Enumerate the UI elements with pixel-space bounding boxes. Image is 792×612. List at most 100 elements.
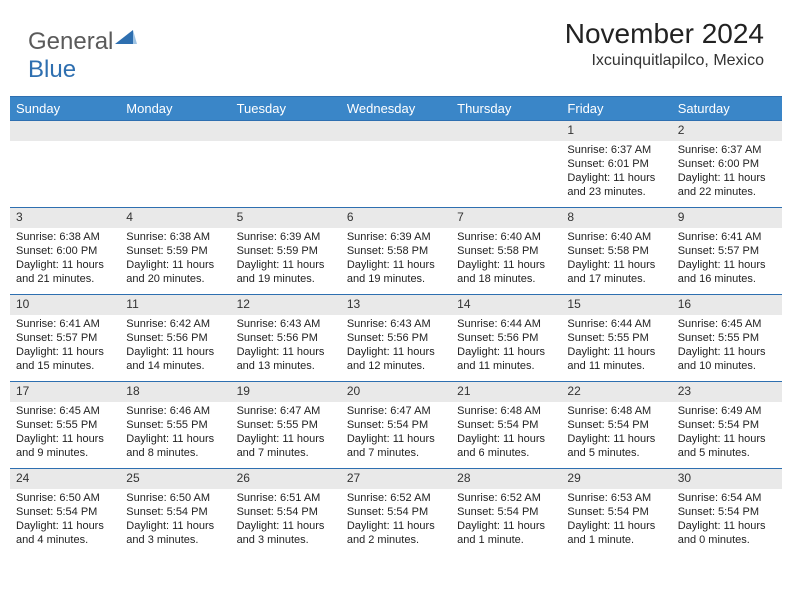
sunset-line: Sunset: 5:54 PM xyxy=(237,505,335,519)
daylight-line: Daylight: 11 hours and 7 minutes. xyxy=(237,432,335,461)
cell-body: Sunrise: 6:38 AMSunset: 5:59 PMDaylight:… xyxy=(120,228,230,291)
daylight-line: Daylight: 11 hours and 11 minutes. xyxy=(457,345,555,374)
calendar-cell xyxy=(341,120,451,207)
calendar-cell: 26Sunrise: 6:51 AMSunset: 5:54 PMDayligh… xyxy=(231,468,341,555)
day-number xyxy=(120,121,230,141)
day-number: 6 xyxy=(341,208,451,228)
sunset-line: Sunset: 5:57 PM xyxy=(16,331,114,345)
daylight-line: Daylight: 11 hours and 19 minutes. xyxy=(237,258,335,287)
sunrise-line: Sunrise: 6:39 AM xyxy=(237,230,335,244)
daylight-line: Daylight: 11 hours and 4 minutes. xyxy=(16,519,114,548)
sunset-line: Sunset: 5:56 PM xyxy=(237,331,335,345)
cell-body: Sunrise: 6:38 AMSunset: 6:00 PMDaylight:… xyxy=(10,228,120,291)
day-number: 28 xyxy=(451,469,561,489)
day-number: 2 xyxy=(672,121,782,141)
sunset-line: Sunset: 5:54 PM xyxy=(457,418,555,432)
calendar-cell: 11Sunrise: 6:42 AMSunset: 5:56 PMDayligh… xyxy=(120,294,230,381)
sunset-line: Sunset: 5:55 PM xyxy=(567,331,665,345)
daylight-line: Daylight: 11 hours and 18 minutes. xyxy=(457,258,555,287)
sunset-line: Sunset: 5:55 PM xyxy=(16,418,114,432)
logo-word-2: Blue xyxy=(28,56,76,83)
sunset-line: Sunset: 5:54 PM xyxy=(457,505,555,519)
day-number: 4 xyxy=(120,208,230,228)
daylight-line: Daylight: 11 hours and 20 minutes. xyxy=(126,258,224,287)
sunset-line: Sunset: 5:56 PM xyxy=(457,331,555,345)
cell-body: Sunrise: 6:47 AMSunset: 5:55 PMDaylight:… xyxy=(231,402,341,465)
calendar-cell: 4Sunrise: 6:38 AMSunset: 5:59 PMDaylight… xyxy=(120,207,230,294)
daylight-line: Daylight: 11 hours and 22 minutes. xyxy=(678,171,776,200)
day-number: 21 xyxy=(451,382,561,402)
calendar-cell: 29Sunrise: 6:53 AMSunset: 5:54 PMDayligh… xyxy=(561,468,671,555)
calendar-cell: 27Sunrise: 6:52 AMSunset: 5:54 PMDayligh… xyxy=(341,468,451,555)
daylight-line: Daylight: 11 hours and 16 minutes. xyxy=(678,258,776,287)
sunrise-line: Sunrise: 6:40 AM xyxy=(457,230,555,244)
calendar-cell: 23Sunrise: 6:49 AMSunset: 5:54 PMDayligh… xyxy=(672,381,782,468)
calendar-cell: 17Sunrise: 6:45 AMSunset: 5:55 PMDayligh… xyxy=(10,381,120,468)
sunrise-line: Sunrise: 6:40 AM xyxy=(567,230,665,244)
sunrise-line: Sunrise: 6:52 AM xyxy=(347,491,445,505)
cell-body: Sunrise: 6:45 AMSunset: 5:55 PMDaylight:… xyxy=(672,315,782,378)
daylight-line: Daylight: 11 hours and 3 minutes. xyxy=(126,519,224,548)
cell-body: Sunrise: 6:48 AMSunset: 5:54 PMDaylight:… xyxy=(451,402,561,465)
calendar-cell: 18Sunrise: 6:46 AMSunset: 5:55 PMDayligh… xyxy=(120,381,230,468)
sunset-line: Sunset: 5:56 PM xyxy=(126,331,224,345)
sunrise-line: Sunrise: 6:46 AM xyxy=(126,404,224,418)
cell-body: Sunrise: 6:41 AMSunset: 5:57 PMDaylight:… xyxy=(10,315,120,378)
calendar-cell: 3Sunrise: 6:38 AMSunset: 6:00 PMDaylight… xyxy=(10,207,120,294)
sunrise-line: Sunrise: 6:48 AM xyxy=(457,404,555,418)
calendar-cell: 20Sunrise: 6:47 AMSunset: 5:54 PMDayligh… xyxy=(341,381,451,468)
day-number: 7 xyxy=(451,208,561,228)
day-number: 10 xyxy=(10,295,120,315)
daylight-line: Daylight: 11 hours and 19 minutes. xyxy=(347,258,445,287)
sunset-line: Sunset: 5:54 PM xyxy=(347,418,445,432)
sunset-line: Sunset: 6:00 PM xyxy=(16,244,114,258)
sunset-line: Sunset: 5:59 PM xyxy=(126,244,224,258)
day-header: Sunday xyxy=(10,97,120,120)
sunrise-line: Sunrise: 6:50 AM xyxy=(16,491,114,505)
day-number: 13 xyxy=(341,295,451,315)
cell-body: Sunrise: 6:43 AMSunset: 5:56 PMDaylight:… xyxy=(231,315,341,378)
day-number xyxy=(341,121,451,141)
sunrise-line: Sunrise: 6:45 AM xyxy=(16,404,114,418)
calendar-cell: 25Sunrise: 6:50 AMSunset: 5:54 PMDayligh… xyxy=(120,468,230,555)
daylight-line: Daylight: 11 hours and 14 minutes. xyxy=(126,345,224,374)
day-number: 1 xyxy=(561,121,671,141)
daylight-line: Daylight: 11 hours and 21 minutes. xyxy=(16,258,114,287)
daylight-line: Daylight: 11 hours and 0 minutes. xyxy=(678,519,776,548)
calendar-cell: 19Sunrise: 6:47 AMSunset: 5:55 PMDayligh… xyxy=(231,381,341,468)
daylight-line: Daylight: 11 hours and 3 minutes. xyxy=(237,519,335,548)
calendar-cell: 16Sunrise: 6:45 AMSunset: 5:55 PMDayligh… xyxy=(672,294,782,381)
sunrise-line: Sunrise: 6:52 AM xyxy=(457,491,555,505)
calendar-cell: 14Sunrise: 6:44 AMSunset: 5:56 PMDayligh… xyxy=(451,294,561,381)
cell-body: Sunrise: 6:49 AMSunset: 5:54 PMDaylight:… xyxy=(672,402,782,465)
sunset-line: Sunset: 5:54 PM xyxy=(16,505,114,519)
cell-body: Sunrise: 6:39 AMSunset: 5:59 PMDaylight:… xyxy=(231,228,341,291)
sunset-line: Sunset: 5:58 PM xyxy=(567,244,665,258)
day-number xyxy=(10,121,120,141)
cell-body: Sunrise: 6:53 AMSunset: 5:54 PMDaylight:… xyxy=(561,489,671,552)
cell-body: Sunrise: 6:44 AMSunset: 5:56 PMDaylight:… xyxy=(451,315,561,378)
calendar-cell: 8Sunrise: 6:40 AMSunset: 5:58 PMDaylight… xyxy=(561,207,671,294)
sunrise-line: Sunrise: 6:39 AM xyxy=(347,230,445,244)
sunrise-line: Sunrise: 6:44 AM xyxy=(457,317,555,331)
sunrise-line: Sunrise: 6:47 AM xyxy=(237,404,335,418)
logo-triangle-icon xyxy=(115,28,137,46)
day-number: 24 xyxy=(10,469,120,489)
day-number: 3 xyxy=(10,208,120,228)
daylight-line: Daylight: 11 hours and 10 minutes. xyxy=(678,345,776,374)
sunrise-line: Sunrise: 6:43 AM xyxy=(347,317,445,331)
sunset-line: Sunset: 5:58 PM xyxy=(457,244,555,258)
cell-body: Sunrise: 6:40 AMSunset: 5:58 PMDaylight:… xyxy=(561,228,671,291)
daylight-line: Daylight: 11 hours and 9 minutes. xyxy=(16,432,114,461)
day-number: 15 xyxy=(561,295,671,315)
cell-body: Sunrise: 6:52 AMSunset: 5:54 PMDaylight:… xyxy=(451,489,561,552)
day-number: 22 xyxy=(561,382,671,402)
calendar-cell: 21Sunrise: 6:48 AMSunset: 5:54 PMDayligh… xyxy=(451,381,561,468)
cell-body: Sunrise: 6:48 AMSunset: 5:54 PMDaylight:… xyxy=(561,402,671,465)
sunrise-line: Sunrise: 6:41 AM xyxy=(678,230,776,244)
day-number: 19 xyxy=(231,382,341,402)
day-number: 12 xyxy=(231,295,341,315)
calendar-cell: 30Sunrise: 6:54 AMSunset: 5:54 PMDayligh… xyxy=(672,468,782,555)
sunset-line: Sunset: 5:54 PM xyxy=(678,505,776,519)
sunrise-line: Sunrise: 6:42 AM xyxy=(126,317,224,331)
